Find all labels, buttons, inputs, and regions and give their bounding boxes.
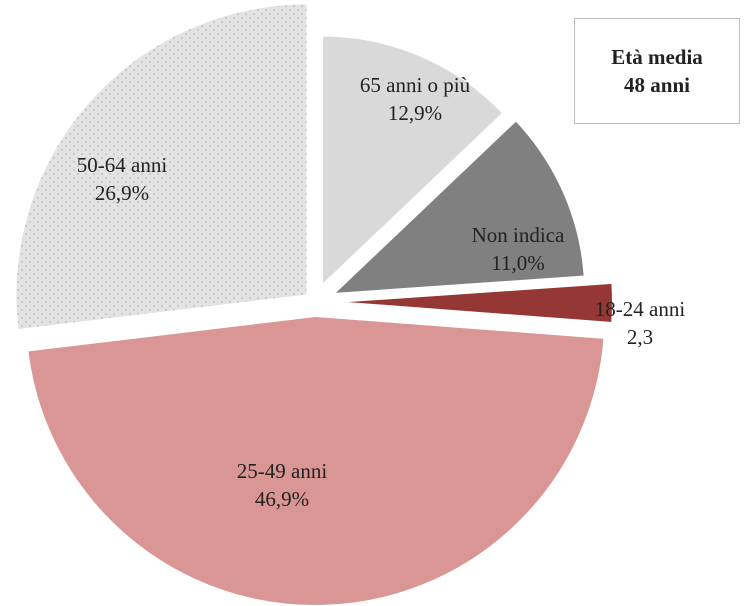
slice-label: 65 anni o più 12,9% xyxy=(360,73,471,125)
pie-slice-50-64-anni xyxy=(14,2,309,332)
slice-label: 50-64 anni 26,9% xyxy=(77,153,168,205)
slice-label: Non indica 11,0% xyxy=(472,223,565,275)
pie-slice-65-anni-o-pi- xyxy=(321,34,505,288)
slice-label: 25-49 anni 46,9% xyxy=(237,459,328,511)
pie-slice-non-indica xyxy=(330,118,586,296)
average-age-title: Età media xyxy=(611,44,703,69)
pie-slice-18-24-anni xyxy=(334,281,614,325)
slice-label: 18-24 anni 2,3 xyxy=(595,297,686,349)
average-age-value: 48 anni xyxy=(624,73,690,97)
average-age-box: Età media 48 anni xyxy=(574,18,740,124)
